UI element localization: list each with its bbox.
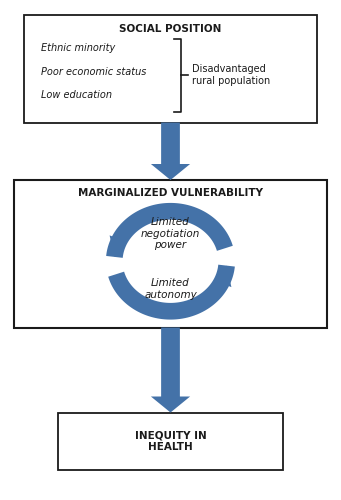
Polygon shape — [109, 236, 126, 257]
Text: Ethnic minority: Ethnic minority — [41, 42, 115, 52]
Text: Disadvantaged
rural population: Disadvantaged rural population — [192, 64, 270, 86]
FancyBboxPatch shape — [24, 15, 317, 122]
Text: Limited
negotiation
power: Limited negotiation power — [141, 217, 200, 250]
FancyBboxPatch shape — [58, 412, 283, 470]
Text: MARGINALIZED VULNERABILITY: MARGINALIZED VULNERABILITY — [78, 188, 263, 198]
Text: Low education: Low education — [41, 90, 112, 101]
Text: Limited
autonomy: Limited autonomy — [144, 278, 197, 299]
Polygon shape — [215, 266, 232, 287]
Polygon shape — [151, 122, 190, 180]
Text: INEQUITY IN
HEALTH: INEQUITY IN HEALTH — [135, 430, 206, 452]
Text: SOCIAL POSITION: SOCIAL POSITION — [119, 24, 222, 34]
Text: Poor economic status: Poor economic status — [41, 66, 146, 76]
Polygon shape — [151, 328, 190, 412]
FancyBboxPatch shape — [14, 180, 327, 328]
